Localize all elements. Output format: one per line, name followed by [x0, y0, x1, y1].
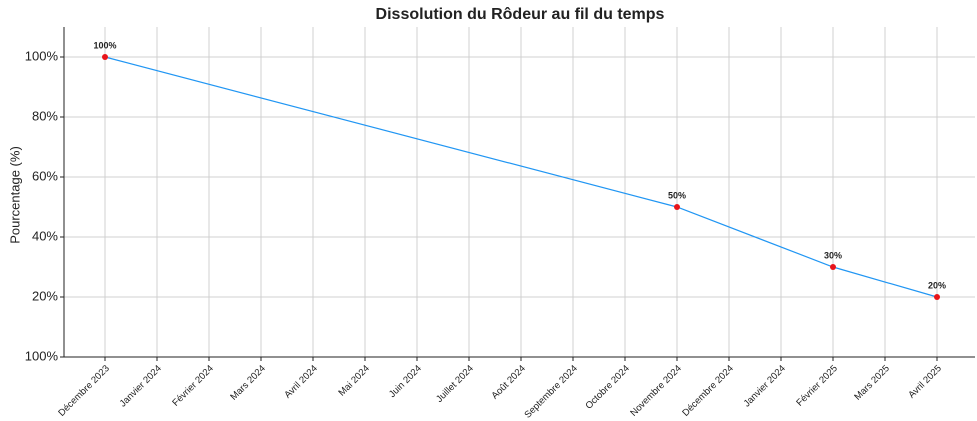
y-tick-label: 100%	[25, 348, 59, 363]
data-label: 100%	[93, 40, 116, 50]
data-label: 50%	[668, 190, 686, 200]
point	[674, 204, 680, 210]
x-tick-label: Octobre 2024	[583, 363, 631, 411]
x-tick-label: Novembre 2024	[628, 363, 684, 419]
y-tick-label: 80%	[32, 108, 58, 123]
data-label: 30%	[824, 250, 842, 260]
x-tick-label: Janvier 2024	[742, 363, 788, 409]
x-tick-label: Janvier 2024	[118, 363, 164, 409]
x-tick-label: Mars 2024	[228, 363, 268, 403]
line	[104, 56, 938, 298]
x-tick-label: Février 2024	[170, 363, 215, 408]
y-axis-label: Pourcentage (%)	[7, 146, 22, 244]
x-tick-label: Juillet 2024	[434, 363, 476, 405]
y-tick-label: 100%	[25, 48, 59, 63]
x-tick-label: Décembre 2024	[680, 363, 736, 419]
x-tick-label: Février 2025	[794, 363, 839, 408]
chart-title: Dissolution du Rôdeur au fil du temps	[376, 6, 665, 23]
x-tick-label: Août 2024	[489, 363, 527, 401]
y-tick-label: 40%	[32, 228, 58, 243]
x-tick-label: Juin 2024	[387, 363, 424, 400]
point	[934, 294, 940, 300]
x-tick-label: Septembre 2024	[522, 363, 579, 420]
x-tick-label: Avril 2024	[282, 363, 320, 401]
point	[830, 264, 836, 270]
x-tick-label: Mars 2025	[852, 363, 892, 403]
point	[102, 54, 108, 60]
x-tick-label: Décembre 2023	[56, 363, 112, 419]
x-tick-label: Avril 2025	[906, 363, 944, 401]
y-tick-label: 60%	[32, 168, 58, 183]
y-tick-label: 20%	[32, 288, 58, 303]
x-tick-label: Mai 2024	[336, 363, 371, 398]
data-label: 20%	[928, 280, 946, 290]
